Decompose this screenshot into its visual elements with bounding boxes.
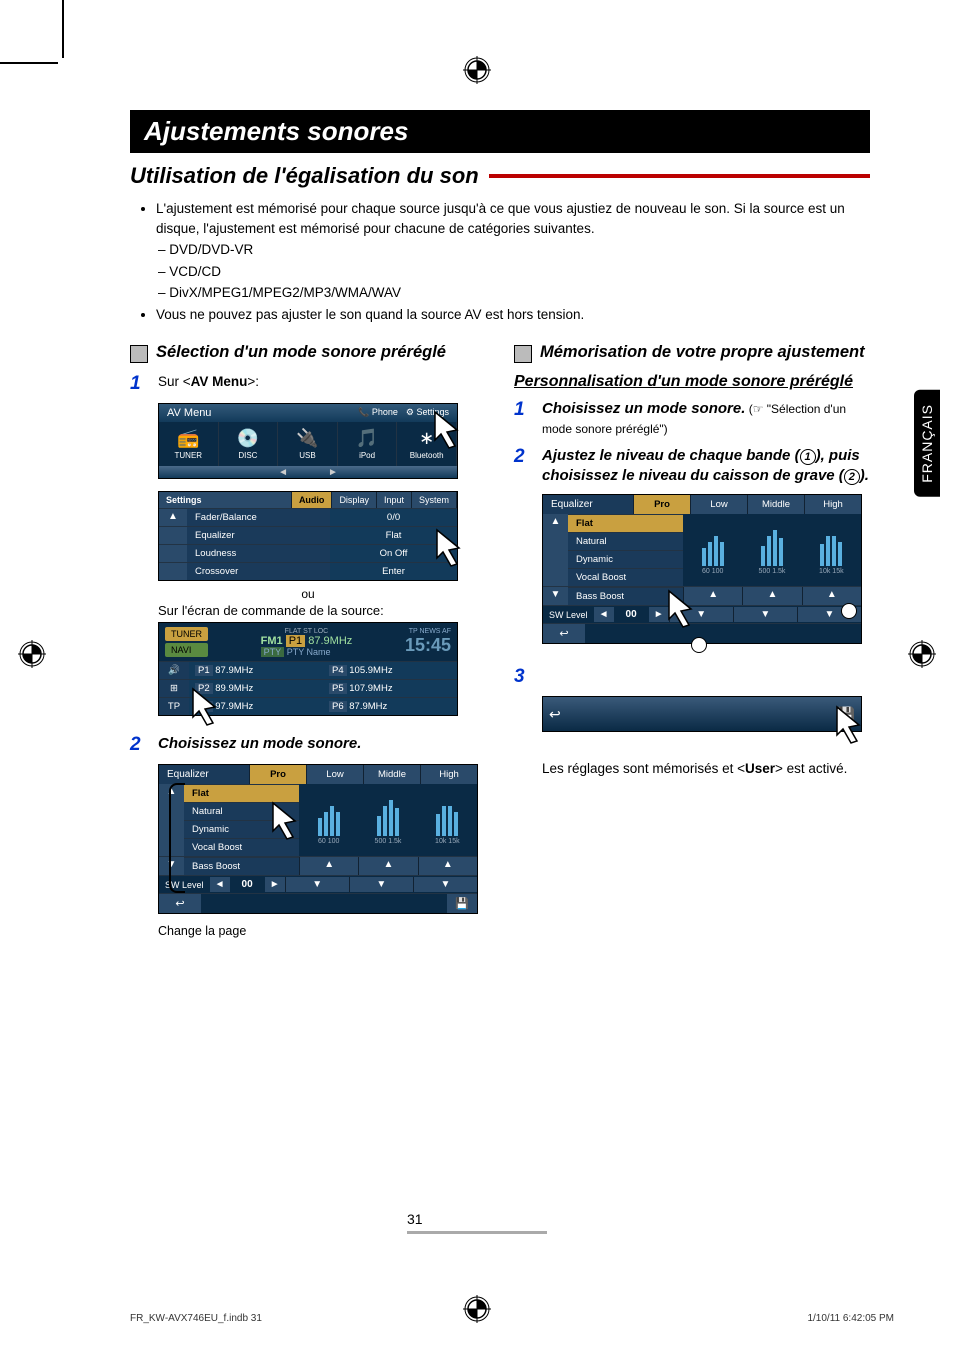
avmenu-scroll: ◄► <box>159 466 457 478</box>
clock: 15:45 <box>405 635 451 656</box>
avmenu-disc: 💿DISC <box>219 422 279 466</box>
intro-bullets: L'ajustement est mémorisé pour chaque so… <box>130 199 870 324</box>
settings-screenshot: Settings Audio Display Input System ▲Fad… <box>158 491 458 581</box>
bullet-sub-3: – DivX/MPEG1/MPEG2/MP3/WMA/WAV <box>158 283 870 303</box>
footer-left: FR_KW-AVX746EU_f.indb 31 <box>130 1313 262 1324</box>
change-page-caption: Change la page <box>158 924 486 938</box>
footer-right: 1/10/11 6:42:05 PM <box>807 1313 894 1324</box>
equalizer-screenshot-right: Equalizer Pro Low Middle High ▲ Flat Nat… <box>542 494 862 644</box>
tab-system: System <box>412 492 457 508</box>
back-icon: ↩ <box>549 706 561 723</box>
equalizer-screenshot-left: Equalizer Pro Low Middle High ▲ Flat Nat… <box>158 764 478 914</box>
avmenu-tuner: 📻TUNER <box>159 422 219 466</box>
avmenu-title: AV Menu <box>167 407 211 419</box>
r-step-2-num: 2 <box>514 446 532 487</box>
avmenu-ipod: 🎵iPod <box>338 422 398 466</box>
right-heading: Mémorisation de votre propre ajustement <box>540 342 865 363</box>
tab-audio: Audio <box>292 492 333 508</box>
down-arrow-icon: ▼ <box>543 587 568 605</box>
pointer-icon <box>265 801 305 841</box>
back-icon: ↩ <box>543 624 585 643</box>
left-column: Sélection d'un mode sonore préréglé 1 Su… <box>130 342 486 938</box>
registration-mark-right <box>908 640 936 673</box>
settings-title: Settings <box>159 492 292 508</box>
ou-label: ou <box>130 587 486 601</box>
r-step-2-text: Ajustez le niveau de chaque bande (1), p… <box>542 446 870 487</box>
footer: FR_KW-AVX746EU_f.indb 31 1/10/11 6:42:05… <box>130 1313 894 1324</box>
page-title: Ajustements sonores <box>130 110 870 153</box>
avmenu-usb: 🔌USB <box>278 422 338 466</box>
curly-brace <box>169 783 185 893</box>
crop-mark <box>0 62 58 64</box>
up-arrow-icon: ▲ <box>543 514 568 586</box>
bullet-sub-1: – DVD/DVD-VR <box>158 240 870 260</box>
navi-button: NAVI <box>165 643 208 657</box>
subtitle-row: Utilisation de l'égalisation du son <box>130 163 870 189</box>
r-step-1-num: 1 <box>514 399 532 437</box>
step-1-text: Sur <AV Menu>: <box>158 373 259 395</box>
up-arrow-icon: ▲ <box>159 509 187 526</box>
right-arrow-icon: ► <box>265 877 285 892</box>
tuner-screenshot: TUNER NAVI FLAT ST LOC FM1 P1 87.9MHz PT… <box>158 622 458 716</box>
r-step-3-num: 3 <box>514 666 532 688</box>
registration-mark-left <box>18 640 46 673</box>
page-number: 31 <box>407 1211 547 1234</box>
section-marker <box>130 345 148 363</box>
section-marker <box>514 345 532 363</box>
save-bar-screenshot: ↩ 💾 <box>542 696 862 732</box>
page-content: Ajustements sonores Utilisation de l'éga… <box>130 110 870 938</box>
red-divider <box>489 174 870 178</box>
pointer-icon <box>829 705 869 745</box>
tab-input: Input <box>377 492 412 508</box>
step-2-text: Choisissez un mode sonore. <box>158 735 361 752</box>
crop-mark <box>62 0 64 58</box>
subtitle: Utilisation de l'égalisation du son <box>130 163 479 189</box>
back-icon: ↩ <box>159 894 201 913</box>
save-icon: 💾 <box>447 894 477 913</box>
left-arrow-icon: ◄ <box>594 607 614 622</box>
phone-icon: 📞 Phone <box>358 407 398 419</box>
tab-display: Display <box>332 492 377 508</box>
language-tab: FRANÇAIS <box>914 390 940 497</box>
bullet-2: Vous ne pouvez pas ajuster le son quand … <box>156 305 870 325</box>
left-heading: Sélection d'un mode sonore préréglé <box>156 342 446 363</box>
source-screen-label: Sur l'écran de commande de la source: <box>158 603 486 618</box>
pointer-icon <box>185 687 225 727</box>
pointer-icon <box>661 589 701 629</box>
registration-mark-bottom <box>463 1295 491 1328</box>
pointer-icon <box>427 410 467 450</box>
right-subheading: Personnalisation d'un mode sonore prérég… <box>514 373 870 391</box>
right-column: Mémorisation de votre propre ajustement … <box>514 342 870 938</box>
bullet-1: L'ajustement est mémorisé pour chaque so… <box>156 199 870 238</box>
step-2-num: 2 <box>130 734 148 756</box>
r-step-1-text: Choisissez un mode sonore. (☞ "Sélection… <box>542 399 870 437</box>
result-text: Les réglages sont mémorisés et <User> es… <box>542 760 870 779</box>
av-menu-screenshot: AV Menu 📞 Phone ⚙ Settings 📻TUNER 💿DISC … <box>158 403 458 479</box>
registration-mark-top <box>463 56 491 89</box>
tuner-button: TUNER <box>165 627 208 641</box>
pointer-icon <box>429 528 469 568</box>
left-arrow-icon: ◄ <box>210 877 230 892</box>
step-1-num: 1 <box>130 373 148 395</box>
callout-2: 2 <box>691 637 707 653</box>
bullet-sub-2: – VCD/CD <box>158 262 870 282</box>
